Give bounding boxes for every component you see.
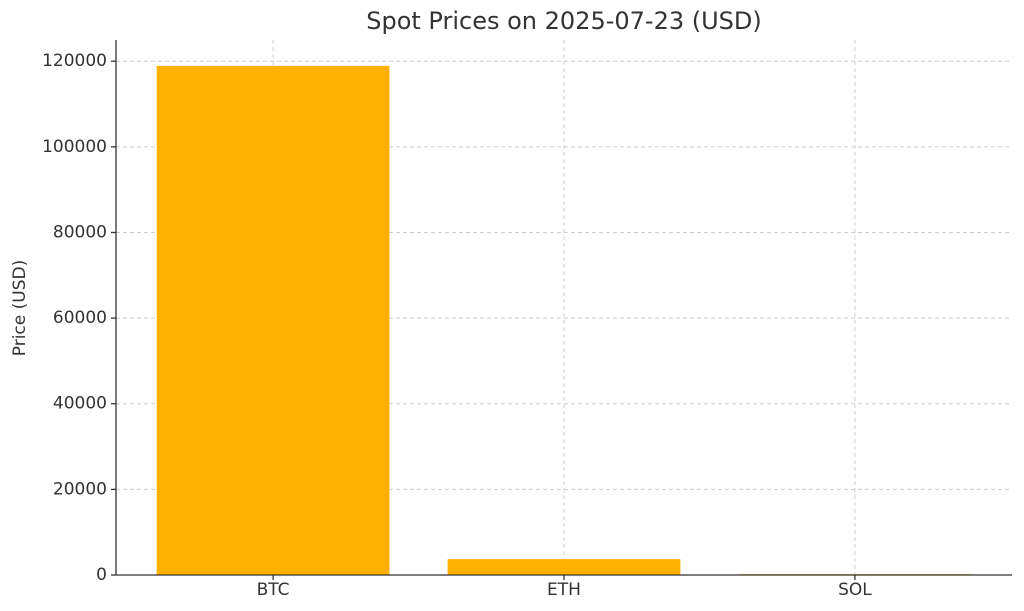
x-tick-label: ETH (547, 580, 581, 600)
y-tick-label: 20000 (53, 479, 107, 499)
bar (156, 65, 390, 575)
y-tick-label: 0 (96, 565, 107, 585)
y-axis-label: Price (USD) (10, 260, 30, 356)
y-tick-label: 40000 (53, 394, 107, 414)
y-tick-label: 80000 (53, 222, 107, 242)
y-tick-label: 120000 (42, 51, 107, 71)
x-tick-label: SOL (838, 580, 872, 600)
y-tick-label: 100000 (42, 137, 107, 157)
chart-title: Spot Prices on 2025-07-23 (USD) (366, 7, 762, 35)
bar (447, 559, 681, 575)
y-tick-label: 60000 (53, 308, 107, 328)
x-tick-label: BTC (257, 580, 290, 600)
